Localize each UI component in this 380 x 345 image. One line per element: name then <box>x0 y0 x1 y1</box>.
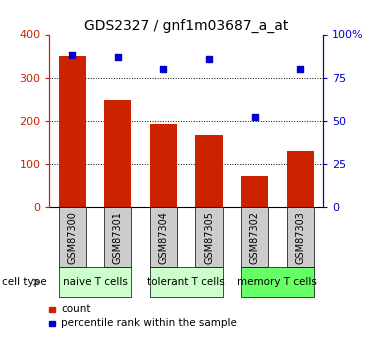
Bar <box>150 124 177 207</box>
Text: naive T cells: naive T cells <box>63 277 127 287</box>
Point <box>206 56 212 61</box>
Bar <box>104 100 131 207</box>
Text: GSM87304: GSM87304 <box>158 211 168 264</box>
Point <box>160 66 166 72</box>
Point <box>69 52 75 58</box>
Point <box>115 54 121 60</box>
Text: GSM87305: GSM87305 <box>204 211 214 264</box>
Bar <box>287 151 314 207</box>
Text: GSM87300: GSM87300 <box>67 211 77 264</box>
Bar <box>59 56 86 207</box>
Text: GSM87302: GSM87302 <box>250 211 260 264</box>
Bar <box>195 135 223 207</box>
Text: cell type: cell type <box>2 277 46 287</box>
Text: GSM87301: GSM87301 <box>113 211 123 264</box>
Point <box>297 66 303 72</box>
Text: count: count <box>61 305 91 314</box>
Text: GSM87303: GSM87303 <box>295 211 305 264</box>
Text: memory T cells: memory T cells <box>238 277 317 287</box>
Title: GDS2327 / gnf1m03687_a_at: GDS2327 / gnf1m03687_a_at <box>84 19 288 33</box>
Point <box>252 115 258 120</box>
Text: tolerant T cells: tolerant T cells <box>147 277 225 287</box>
Text: percentile rank within the sample: percentile rank within the sample <box>61 318 237 328</box>
Bar <box>241 176 268 207</box>
